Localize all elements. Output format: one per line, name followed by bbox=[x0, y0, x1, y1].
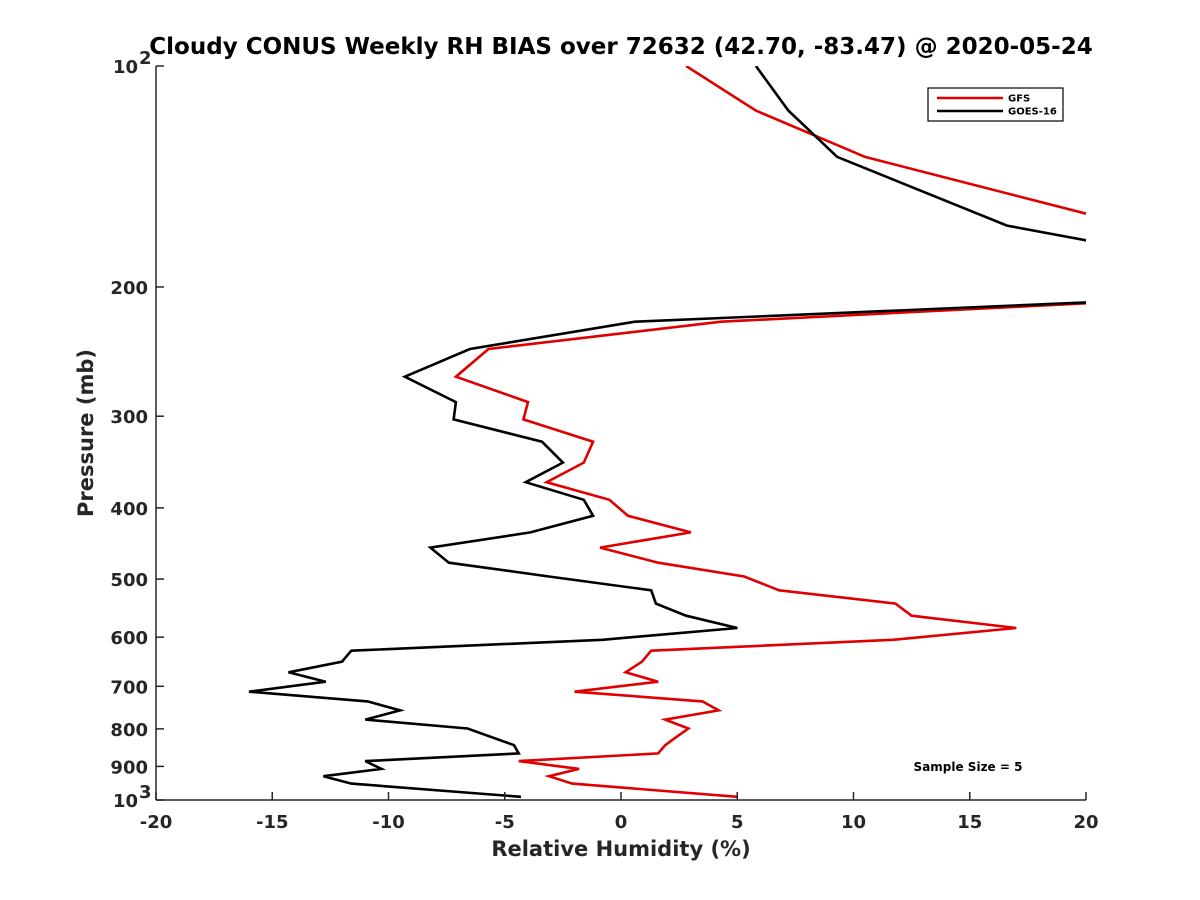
y-tick-label: 400 bbox=[110, 499, 148, 520]
y-tick-label: 900 bbox=[110, 757, 148, 778]
y-tick-label: 10 bbox=[113, 57, 138, 78]
x-tick-label: 20 bbox=[1073, 812, 1098, 833]
y-tick-exponent: 3 bbox=[139, 782, 152, 803]
y-tick-label: 200 bbox=[110, 278, 148, 299]
y-tick-label: 700 bbox=[110, 677, 148, 698]
y-tick-label: 500 bbox=[110, 570, 148, 591]
legend-label-goes-16: GOES-16 bbox=[1008, 107, 1057, 118]
y-tick-label: 10 bbox=[113, 791, 138, 812]
y-tick-label: 800 bbox=[110, 720, 148, 741]
y-tick-label: 600 bbox=[110, 628, 148, 649]
legend: GFS GOES-16 bbox=[927, 87, 1064, 122]
legend-label-gfs: GFS bbox=[1008, 94, 1030, 105]
x-tick-label: 0 bbox=[615, 812, 628, 833]
x-tick-label: 15 bbox=[957, 812, 982, 833]
chart-title: Cloudy CONUS Weekly RH BIAS over 72632 (… bbox=[149, 34, 1092, 60]
y-tick-label: 300 bbox=[110, 407, 148, 428]
x-axis-label: Relative Humidity (%) bbox=[491, 837, 750, 861]
series-layer bbox=[248, 66, 1086, 799]
x-tick-label: -10 bbox=[372, 812, 405, 833]
axes-layer bbox=[155, 65, 1087, 801]
y-axis-label: Pressure (mb) bbox=[74, 349, 98, 517]
legend-box bbox=[927, 87, 1064, 122]
sample-size-annotation: Sample Size = 5 bbox=[914, 760, 1023, 774]
x-tick-label: -15 bbox=[256, 812, 289, 833]
x-tick-label: -20 bbox=[140, 812, 173, 833]
x-tick-label: -5 bbox=[495, 812, 515, 833]
series-line-gfs bbox=[453, 66, 1086, 799]
series-line-goes-16 bbox=[248, 66, 1086, 799]
x-tick-label: 10 bbox=[841, 812, 866, 833]
y-tick-exponent: 2 bbox=[139, 48, 152, 69]
x-tick-label: 5 bbox=[731, 812, 744, 833]
plot-area bbox=[156, 66, 1086, 800]
